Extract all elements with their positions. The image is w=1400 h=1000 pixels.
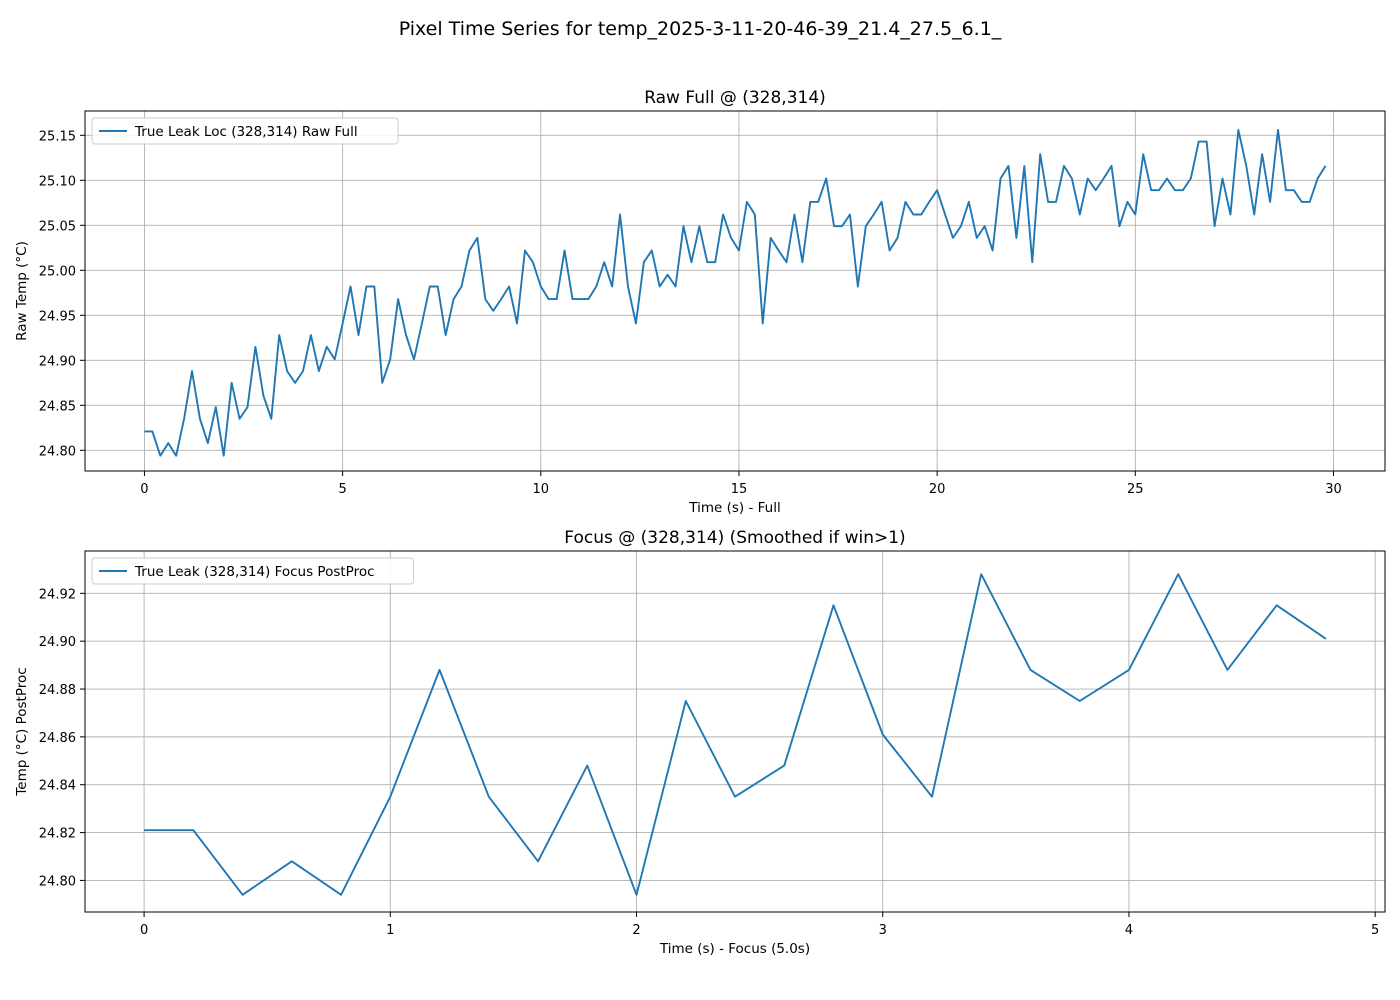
raw-full-axes-frame bbox=[84, 110, 1386, 472]
focus-ytick-label: 24.90 bbox=[39, 635, 76, 650]
raw-full-xtick-label: 25 bbox=[1127, 482, 1144, 497]
raw-full-ytick-label: 25.05 bbox=[39, 219, 76, 234]
focus-xtick-label: 0 bbox=[140, 923, 148, 938]
focus-ytick-label: 24.88 bbox=[39, 683, 76, 698]
raw-full-ytick-label: 25.15 bbox=[39, 129, 76, 144]
raw-full-ytick-label: 25.00 bbox=[39, 264, 76, 279]
focus-xlabel: Time (s) - Focus (5.0s) bbox=[659, 941, 810, 957]
focus-ylabel: Temp (°C) PostProc bbox=[14, 667, 30, 796]
focus-ytick-label: 24.84 bbox=[39, 779, 76, 794]
raw-full-ylabel: Raw Temp (°C) bbox=[14, 241, 30, 341]
raw-full-legend-label: True Leak Loc (328,314) Raw Full bbox=[134, 124, 358, 140]
focus-axes-frame bbox=[84, 550, 1386, 913]
raw-full-ytick-label: 24.90 bbox=[39, 354, 76, 369]
raw-full-chart: Raw Full @ (328,314) 0 5 10 15 20 25 30 24.80 24.… bbox=[14, 88, 1386, 516]
raw-full-title: Raw Full @ (328,314) bbox=[644, 88, 826, 108]
focus-ytick-label: 24.80 bbox=[39, 874, 76, 889]
raw-full-xtick-label: 20 bbox=[929, 482, 946, 497]
raw-full-xtick-label: 30 bbox=[1325, 482, 1342, 497]
raw-full-ytick-label: 24.95 bbox=[39, 309, 76, 324]
raw-full-xtick-label: 0 bbox=[140, 482, 148, 497]
focus-legend-label: True Leak (328,314) Focus PostProc bbox=[134, 564, 375, 580]
raw-full-xlabel: Time (s) - Full bbox=[688, 500, 780, 516]
focus-xtick-label: 4 bbox=[1125, 923, 1133, 938]
focus-xtick-label: 3 bbox=[879, 923, 887, 938]
focus-ytick-label: 24.82 bbox=[39, 827, 76, 842]
raw-full-series-line bbox=[144, 128, 1327, 457]
focus-legend-box bbox=[91, 557, 414, 585]
raw-full-ytick-label: 24.80 bbox=[39, 444, 76, 459]
focus-xtick-label: 2 bbox=[632, 923, 640, 938]
focus-title: Focus @ (328,314) (Smoothed if win>1) bbox=[564, 528, 905, 548]
raw-full-xtick-label: 5 bbox=[338, 482, 346, 497]
raw-full-xtick-label: 15 bbox=[731, 482, 748, 497]
focus-ytick-label: 24.92 bbox=[39, 587, 76, 602]
figure-suptitle: Pixel Time Series for temp_2025-3-11-20-… bbox=[399, 18, 1002, 40]
focus-ytick-label: 24.86 bbox=[39, 731, 76, 746]
raw-full-ytick-label: 24.85 bbox=[39, 399, 76, 414]
focus-xtick-label: 5 bbox=[1371, 923, 1379, 938]
raw-full-legend-box bbox=[91, 117, 399, 145]
focus-xtick-label: 1 bbox=[386, 923, 394, 938]
focus-chart: Focus @ (328,314) (Smoothed if win>1) 0 1 2… bbox=[14, 528, 1386, 957]
raw-full-xtick-label: 10 bbox=[533, 482, 550, 497]
focus-series-line bbox=[144, 573, 1327, 896]
raw-full-ytick-label: 25.10 bbox=[39, 174, 76, 189]
